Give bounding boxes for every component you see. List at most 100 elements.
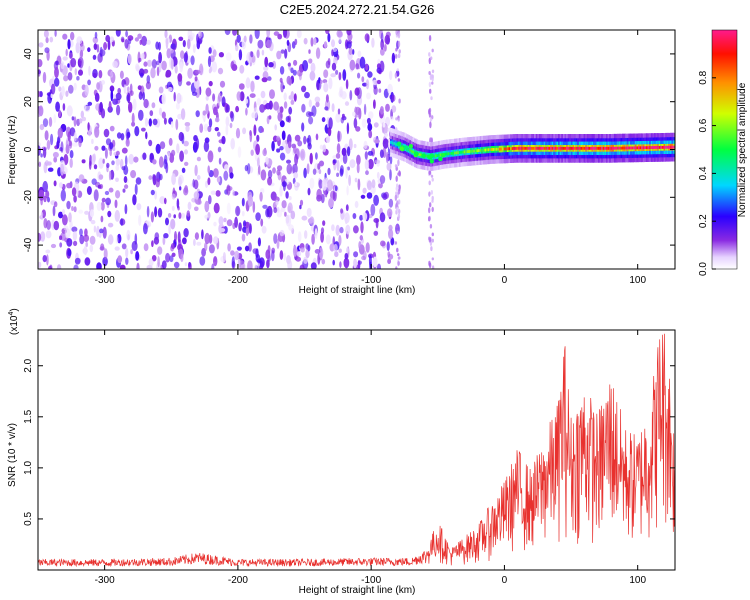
heatmap-cell [309,177,315,189]
heatmap-cell [162,236,166,246]
heatmap-cell [42,180,48,193]
heatmap-cell [271,250,275,262]
heatmap-cell [514,147,518,150]
heatmap-cell [213,106,218,116]
heatmap-cell [158,60,162,73]
heatmap-cell [599,146,602,150]
heatmap-cell [473,149,476,153]
heatmap-cell [208,244,215,254]
heatmap-cell [468,150,471,153]
heatmap-cell [265,208,270,218]
heatmap-cell [148,139,153,147]
heatmap-cell [73,116,77,127]
heatmap-cell [168,224,171,235]
heatmap-cell [429,88,432,94]
heatmap-cell [123,84,127,94]
heatmap-cell [401,144,404,148]
heatmap-cell [79,49,84,58]
heatmap-cell [431,195,434,201]
heatmap-cell [583,146,586,150]
heatmap-cell [192,44,196,53]
heatmap-cell [272,167,276,174]
heatmap-cell [373,218,380,223]
heatmap-cell [372,256,378,268]
heatmap-cell [73,206,77,213]
heatmap-cell [72,230,78,241]
heatmap-cell [60,189,66,202]
heatmap-cell [292,69,297,76]
heatmap-cell [598,146,601,150]
heatmap-cell [266,30,271,38]
heatmap-cell [75,42,80,54]
heatmap-cell [126,229,131,241]
heatmap-cell [324,106,329,111]
heatmap-cell [379,149,384,158]
heatmap-cell [321,178,328,191]
heatmap-cell [255,212,261,222]
heatmap-cell [379,175,386,184]
heatmap-cell [492,148,495,151]
heatmap-cell [208,68,212,74]
heatmap-cell [154,232,160,241]
heatmap-cell [92,36,99,44]
heatmap-cell [94,126,100,138]
colorbar-gradient [711,29,738,270]
heatmap-cell [331,103,335,113]
heatmap-cell [47,196,50,203]
heatmap-cell [73,264,79,269]
heatmap-cell [378,88,382,93]
heatmap-cell [341,147,347,157]
heatmap-cell [268,61,274,68]
heatmap-cell [109,149,112,157]
heatmap-cell [320,231,324,243]
heatmap-cell [353,117,358,129]
heatmap-cell [268,115,272,120]
heatmap-cell [373,86,378,95]
heatmap-cell [73,240,78,247]
heatmap-cell [103,42,108,51]
heatmap-cell [217,67,224,75]
heatmap-cell [173,261,180,269]
heatmap-cell [68,84,74,94]
heatmap-cell [155,178,160,188]
heatmap-cell [490,148,494,151]
heatmap-cell [339,226,344,234]
heatmap-cell [223,217,227,223]
heatmap-cell [352,111,356,117]
heatmap-cell [173,91,176,102]
heatmap-cell [71,116,75,121]
heatmap-cell [235,127,241,139]
heatmap-cell [266,259,270,269]
heatmap-cell [339,261,342,268]
heatmap-cell [570,146,574,150]
heatmap-cell [586,146,590,150]
heatmap-cell [227,243,231,252]
heatmap-cell [447,152,451,156]
heatmap-cell [387,258,391,264]
heatmap-cell [399,144,403,148]
heatmap-cell [267,169,273,179]
heatmap-cell [150,67,156,79]
heatmap-cell [92,73,97,78]
y-tick-label: -40 [23,237,34,252]
heatmap-cell [444,152,447,156]
heatmap-cell [161,60,167,71]
heatmap-cell [70,57,77,68]
heatmap-cell [310,262,317,269]
heatmap-cell [386,162,392,171]
heatmap-cell [148,175,153,180]
heatmap-cell [46,139,51,150]
y-tick-label: 40 [23,48,34,60]
heatmap-cell [336,30,343,38]
heatmap-cell [500,147,503,151]
heatmap-cell [148,258,154,267]
heatmap-cell [288,77,292,86]
heatmap-cell [297,69,303,77]
heatmap-cell [105,197,111,206]
heatmap-cell [65,90,69,97]
heatmap-cell [379,212,386,223]
heatmap-cell [143,98,149,109]
heatmap-cell [66,238,73,247]
heatmap-cell [76,186,79,198]
heatmap-cell [169,255,174,263]
